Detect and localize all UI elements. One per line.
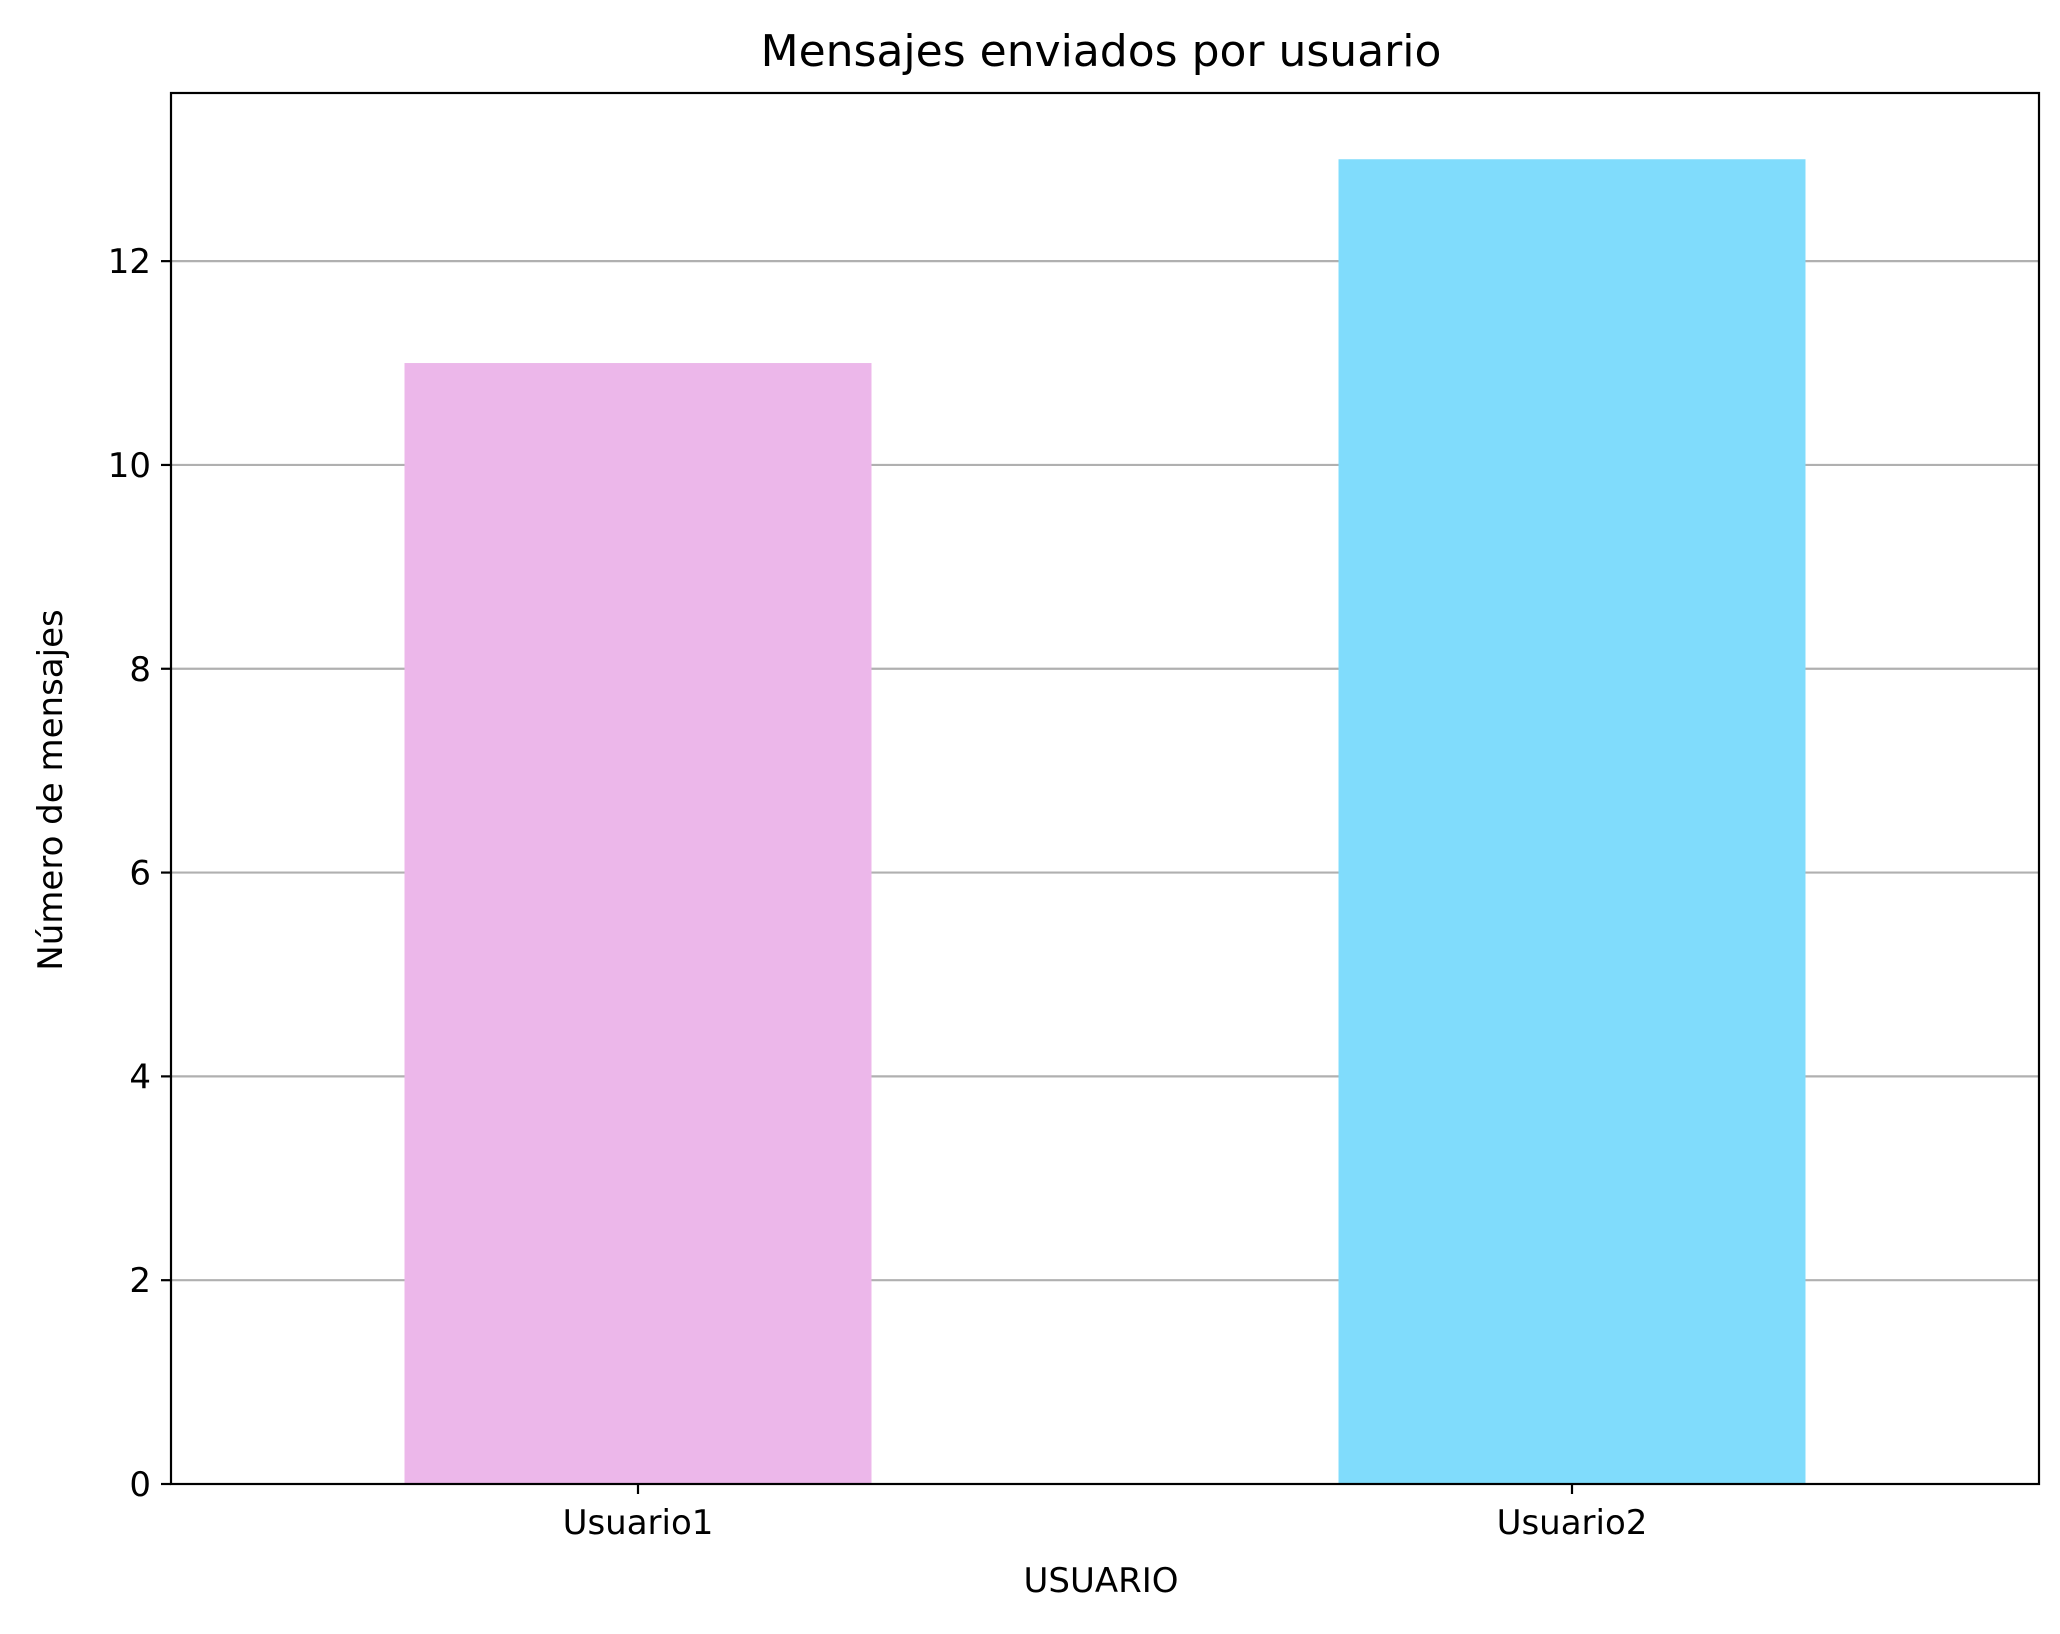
bar-usuario1 (404, 363, 872, 1484)
y-tick-label: 0 (129, 1465, 151, 1505)
y-axis-ticks: 0 2 4 6 8 10 12 (108, 242, 171, 1505)
x-tick-label-usuario1: Usuario1 (563, 1503, 714, 1543)
x-axis-label: USUARIO (1023, 1561, 1178, 1601)
x-axis-ticks: Usuario1 Usuario2 (563, 1484, 1648, 1543)
y-tick-label: 8 (129, 650, 151, 690)
y-tick-label: 12 (108, 242, 151, 282)
y-tick-label: 2 (129, 1261, 151, 1301)
bars (404, 159, 1806, 1485)
y-tick-label: 4 (129, 1057, 151, 1097)
bar-usuario2 (1338, 159, 1806, 1485)
y-axis-label: Número de mensajes (31, 609, 71, 970)
chart-title: Mensajes enviados por usuario (761, 26, 1442, 77)
y-tick-label: 10 (108, 446, 151, 486)
x-tick-label-usuario2: Usuario2 (1497, 1503, 1648, 1543)
plot-frame (169, 91, 2041, 1486)
y-tick-label: 6 (129, 854, 151, 894)
